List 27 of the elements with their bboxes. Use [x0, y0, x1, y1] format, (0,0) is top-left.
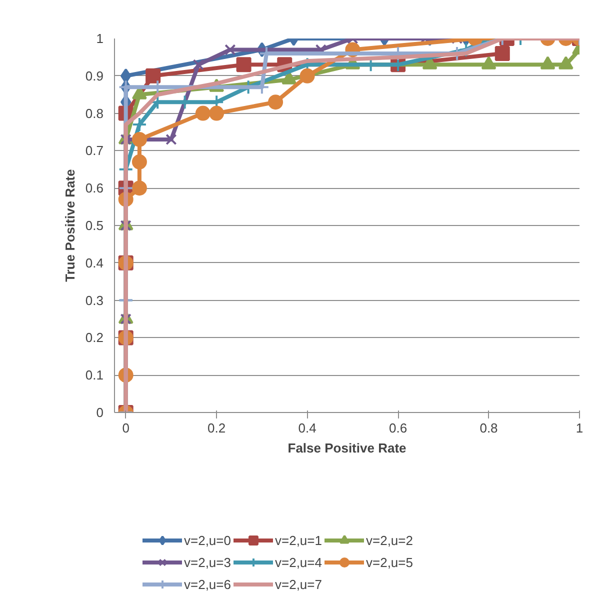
legend-label: v=2,u=2: [366, 532, 413, 548]
y-tick-label: 0.6: [85, 180, 104, 196]
y-tick-label: 0.9: [85, 68, 104, 84]
y-tick-label: 1: [96, 31, 104, 46]
legend-label: v=2,u=4: [275, 554, 322, 570]
x-tick-label: 0.4: [298, 420, 316, 436]
y-tick-label: 0.5: [85, 218, 104, 233]
y-axis-title: True Positive Rate: [62, 169, 78, 282]
x-tick-label: 1: [576, 420, 584, 436]
legend-label: v=2,u=6: [184, 576, 231, 592]
legend-label: v=2,u=0: [184, 532, 231, 548]
x-tick-label: 0.8: [480, 420, 498, 436]
legend-label: v=2,u=3: [184, 554, 231, 570]
y-tick-label: 0.4: [85, 255, 104, 270]
y-tick-label: 0.3: [85, 292, 104, 308]
y-tick-label: 0.2: [85, 330, 104, 346]
y-tick-label: 0.7: [85, 143, 104, 158]
x-axis-title: False Positive Rate: [288, 440, 406, 456]
x-tick-label: 0: [122, 420, 130, 436]
x-tick-label: 0.2: [208, 420, 226, 436]
y-tick-label: 0.8: [85, 106, 104, 121]
y-tick-label: 0.1: [85, 368, 104, 383]
legend-label: v=2,u=7: [275, 576, 322, 592]
legend-label: v=2,u=1: [275, 532, 322, 548]
legend-label: v=2,u=5: [366, 554, 413, 570]
y-tick-label: 0: [96, 405, 104, 420]
x-tick-label: 0.6: [389, 420, 408, 436]
